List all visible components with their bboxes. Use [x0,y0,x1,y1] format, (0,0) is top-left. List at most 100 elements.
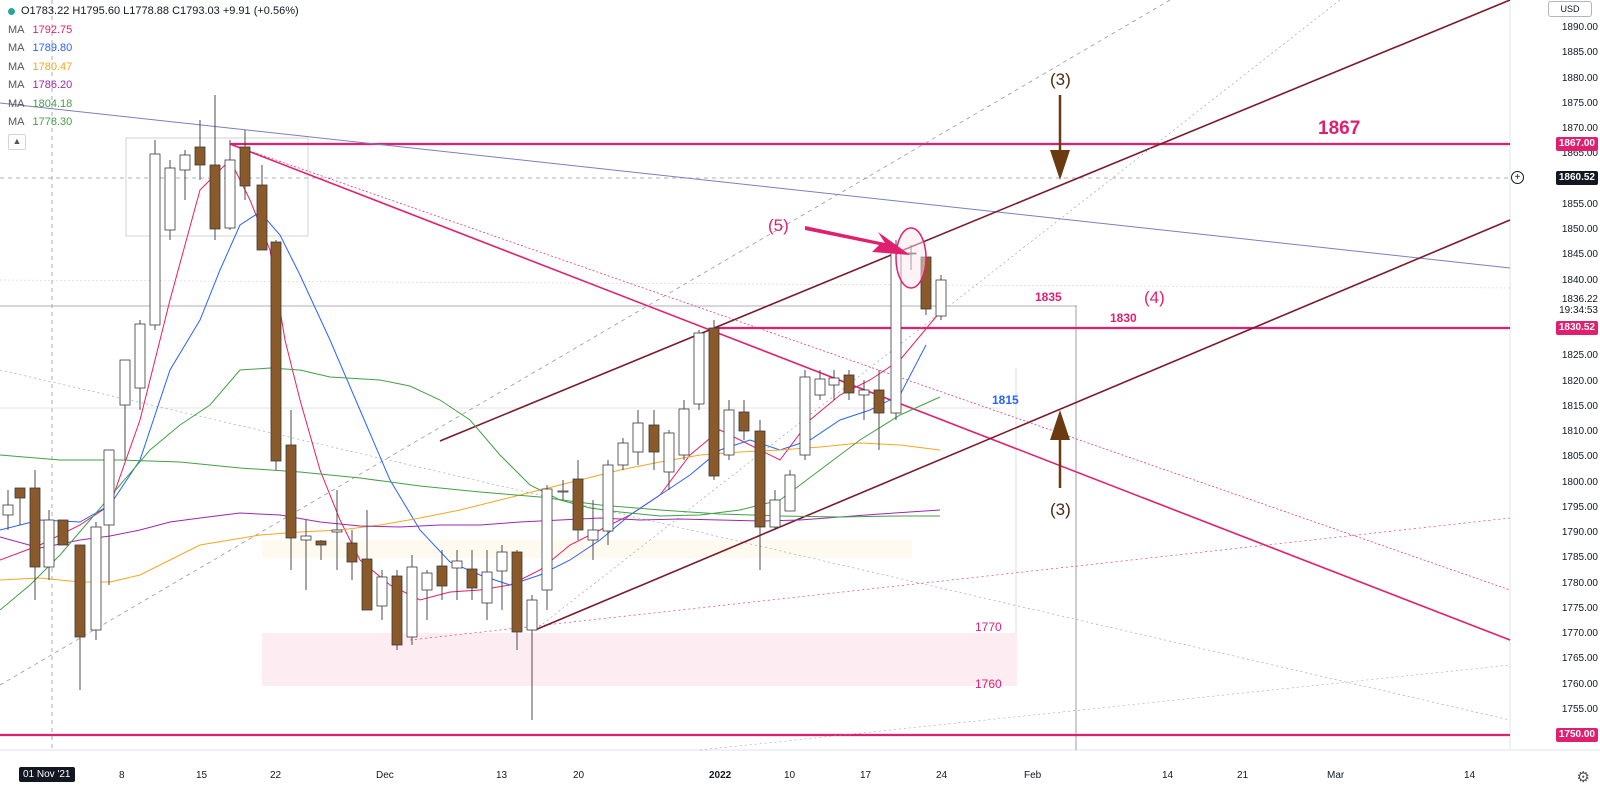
bearish-candle [194,146,206,166]
price-tick-label: 1755.00 [1561,703,1598,715]
ma-line-green-2 [0,454,940,518]
gray-dotted-line-2 [699,664,1511,751]
price-tag-1830: 1830.52 [1555,321,1598,335]
ma-legend-row: MA 1786.20 [8,76,299,95]
wave-3-top-label: (3) [1050,70,1071,89]
pink-dotted-line [409,517,1511,641]
support-zone-1760-1770 [262,633,1017,686]
time-tick-label: 22 [270,770,282,781]
ohlc-values: O1783.22 H1795.60 L1778.88 C1793.03 +9.9… [21,5,299,17]
bullish-candle [617,442,629,466]
bearish-candle [29,487,41,568]
price-tick-label: 1836.22 [1561,293,1598,305]
wave-5-highlight-ellipse [895,227,927,289]
ma-label: MA [8,60,25,73]
bearish-candle [14,487,26,499]
price-tick-label: 1800.00 [1561,476,1598,488]
ma-value: 1789.80 [32,42,73,54]
fib-dashed-line-1 [0,0,1171,686]
bearish-candle [648,424,660,453]
bullish-candle [602,464,614,532]
bar-countdown: 19:34:53 [1559,305,1598,316]
ma-label: MA [8,23,25,36]
bullish-candle [557,490,569,493]
bullish-candle [526,599,538,631]
bearish-candle [57,519,69,546]
bullish-candle [90,526,102,631]
plus-circle-icon[interactable]: + [1511,171,1524,184]
bullish-candle [814,378,826,396]
ma-legend-row: MA 1778.30 [8,113,299,132]
arrow-down-head [1050,150,1070,180]
ma-label: MA [8,79,25,91]
bearish-candle [391,575,403,646]
bullish-candle [2,504,14,516]
bearish-candle [843,374,855,394]
wave-3-bottom-label: (3) [1050,500,1071,519]
bullish-candle [406,566,418,638]
time-tick-label: 10 [784,770,796,781]
bearish-candle [572,478,584,531]
price-tick-label: 1775.00 [1561,602,1598,614]
time-tick-label: 2022 [709,770,732,781]
ma-line-blue [0,211,927,586]
chevron-up-icon[interactable]: ▲ [8,133,26,150]
channel-upper-line [439,0,1511,442]
gear-icon[interactable]: ⚙ [1576,769,1590,786]
label-1830: 1830 [1110,311,1137,325]
price-tick-label: 1845.00 [1561,249,1598,261]
market-status-icon [8,7,15,15]
price-tick-label: 1760.00 [1561,678,1598,690]
price-tick-label: 1805.00 [1561,451,1598,463]
long-trendline-purple [0,102,1511,269]
ma-legend-row: MA 1792.75 [8,21,299,40]
price-tick-label: 1875.00 [1561,97,1598,109]
bullish-candle [103,449,115,526]
bullish-candle [300,535,312,541]
ohlc-row: O1783.22 H1795.60 L1778.88 C1793.03 +9.9… [8,2,299,21]
bearish-candle [346,542,358,563]
bearish-candle [209,164,221,230]
bearish-candle [466,568,478,589]
time-tick-label: 20 [573,770,585,781]
price-tick-label: 1840.00 [1561,274,1598,286]
currency-selector[interactable]: USD [1548,1,1592,17]
bullish-candle [119,359,131,406]
bullish-candle [935,279,947,317]
price-tick-label: 1850.00 [1561,224,1598,235]
price-tick-label: 1880.00 [1561,72,1598,84]
ma-line-orange [0,442,941,583]
bullish-candle [632,422,644,453]
ma-line-green [0,367,941,611]
bearish-candle [315,540,327,546]
bullish-candle [828,377,840,386]
ma-legend-row: MA 1780.47 [8,58,299,77]
downtrend-line-dotted [229,143,1511,591]
ma-value: 1780.47 [32,60,73,73]
price-tick-label: 1825.00 [1561,350,1598,362]
time-tick-label: 21 [1237,770,1249,781]
ma-legend-row: MA 1804.18 [8,95,299,114]
bearish-candle [436,565,448,587]
price-tick-label: 1790.00 [1561,527,1598,538]
downtrend-line [229,143,1511,641]
bullish-candle [376,576,388,607]
bullish-candle [663,432,675,473]
bullish-candle [331,529,343,533]
label-1835: 1835 [1035,290,1062,304]
gray-dotted-line-1 [0,369,1511,721]
ma-value: 1792.75 [32,23,73,36]
bullish-candle [179,154,191,171]
bullish-candle [541,488,553,591]
price-tick-label: 1890.00 [1561,22,1598,33]
label-1815: 1815 [992,393,1019,407]
bullish-candle [723,409,735,456]
bullish-candle [224,159,236,229]
arrow-up-head [1050,410,1070,440]
time-tick-label: 15 [196,770,208,781]
bearish-candle [708,327,720,477]
bearish-candle [239,146,251,187]
price-tick-label: 1770.00 [1561,628,1598,639]
bearish-candle [754,430,766,528]
